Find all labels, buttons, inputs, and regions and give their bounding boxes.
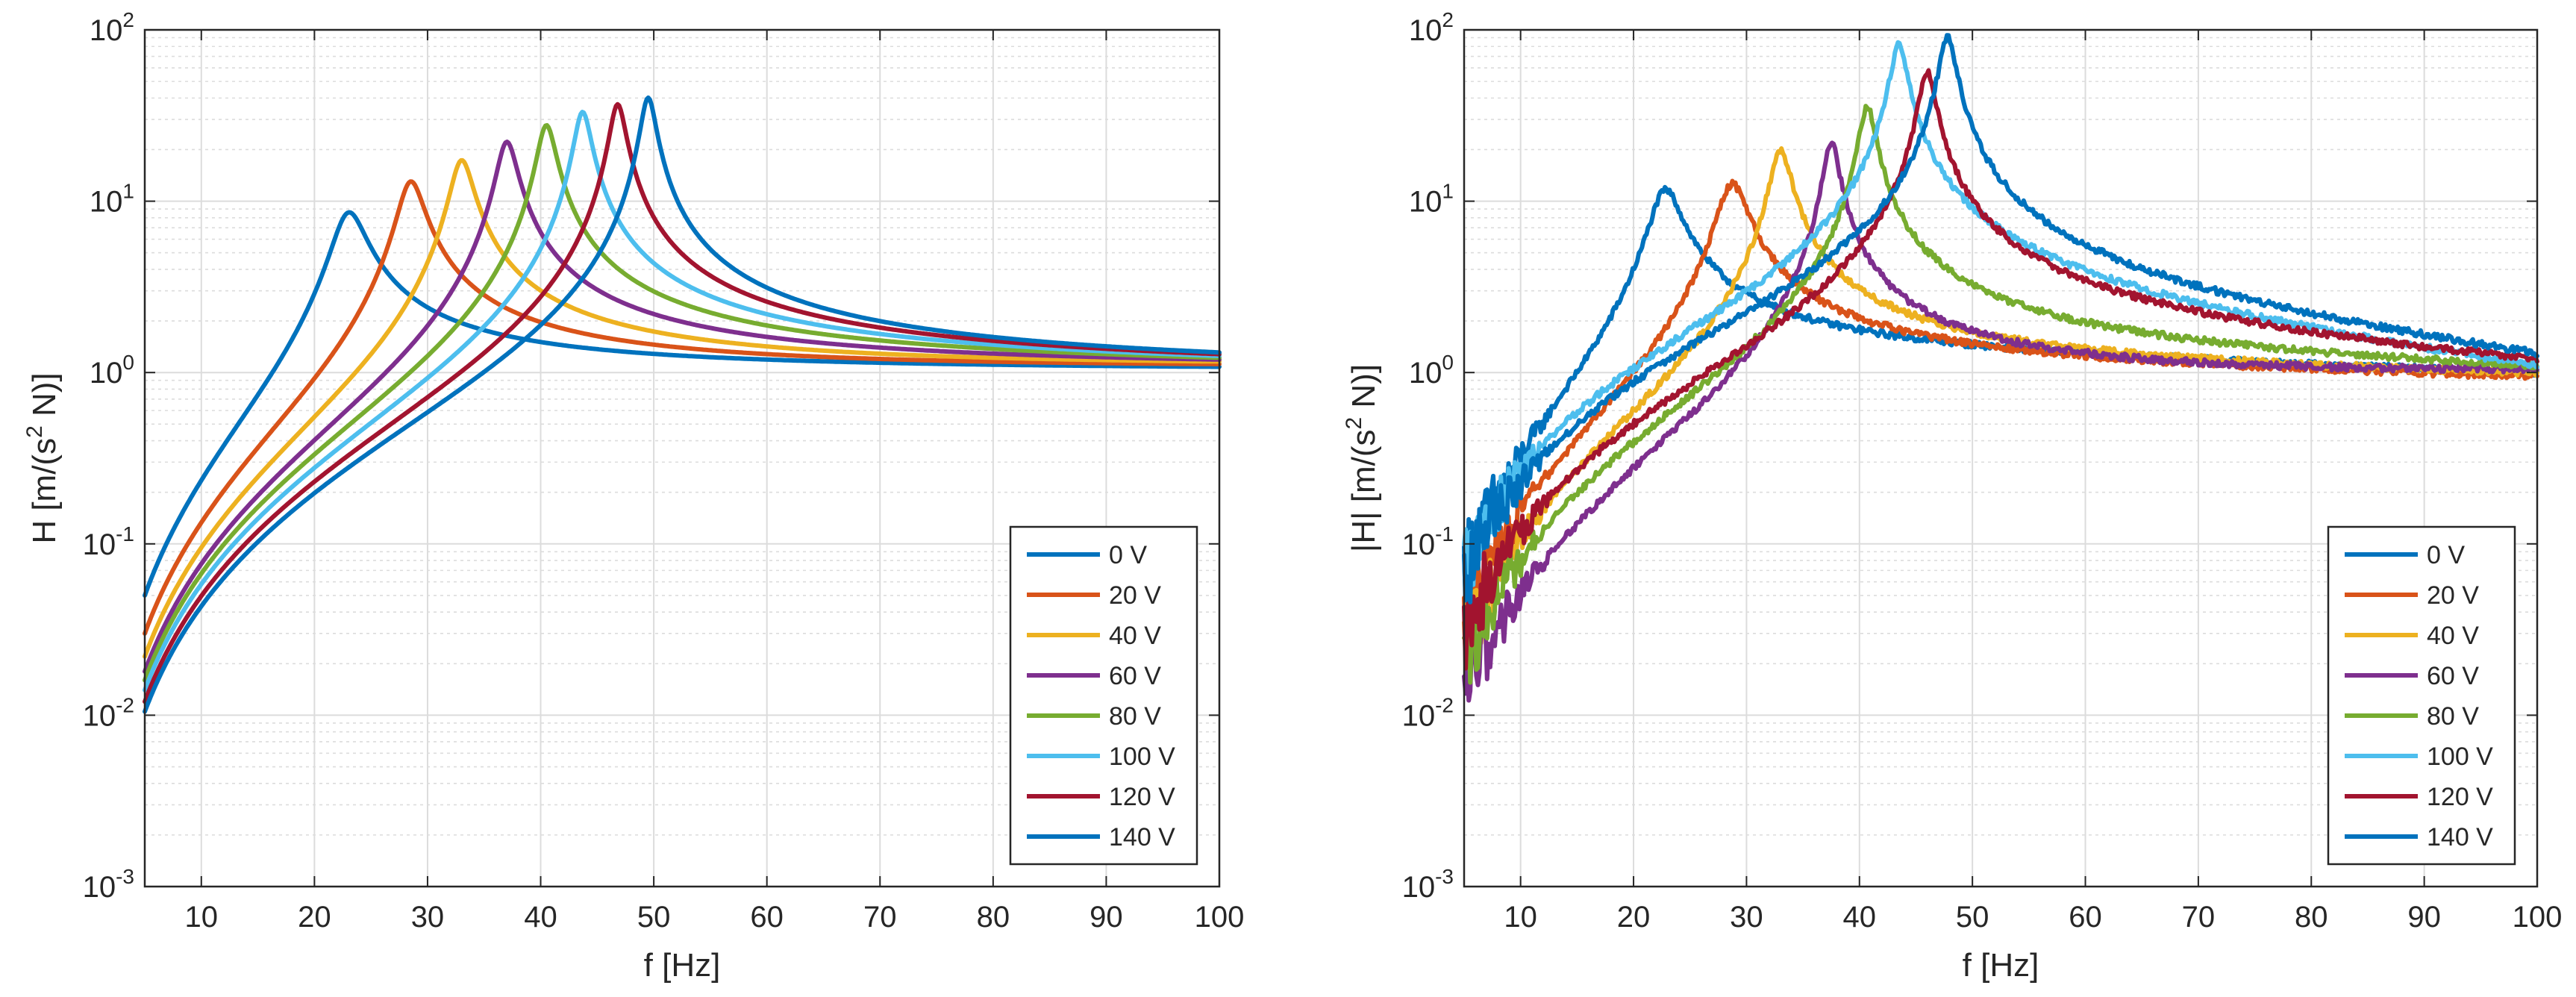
x-axis-label: f [Hz] xyxy=(1963,947,2039,984)
y-tick-label: 100 xyxy=(90,351,134,390)
legend-label: 100 V xyxy=(1109,743,1175,771)
series-line-100v xyxy=(143,110,1222,693)
x-axis-label: f [Hz] xyxy=(644,947,721,984)
series-line-60v xyxy=(143,140,1222,674)
x-tick-label: 80 xyxy=(977,901,1010,934)
right-panel: 10 20 30 40 50 60 70 80 90 100 10-3 10-2 10-1 100 101 1… xyxy=(1342,8,2562,984)
y-axis-label: H [m/(s2 N)] xyxy=(22,372,63,543)
x-tick-label: 10 xyxy=(1504,901,1537,934)
y-tick-label: 102 xyxy=(1409,8,1454,47)
series-line-120v xyxy=(143,101,1222,704)
legend-label: 80 V xyxy=(2427,702,2479,731)
left-panel: 10 20 30 40 50 60 70 80 90 100 10-3 10-2 10-1 100 101 1… xyxy=(22,8,1244,984)
legend-box xyxy=(2327,525,2516,866)
series-group xyxy=(143,95,1222,714)
legend-label: 20 V xyxy=(1109,581,1161,610)
y-tick-label: 101 xyxy=(1409,180,1454,219)
x-tick-label: 30 xyxy=(411,901,445,934)
ticks: 10 20 30 40 50 60 70 80 90 100 10-3 10-2 10-1 100 101 1… xyxy=(1402,8,2563,934)
axes-box xyxy=(143,28,1221,888)
x-tick-label: 40 xyxy=(1843,901,1877,934)
x-tick-label: 60 xyxy=(2069,901,2102,934)
series-line-60v xyxy=(1462,140,2539,703)
x-tick-label: 30 xyxy=(1730,901,1763,934)
x-tick-label: 20 xyxy=(298,901,331,934)
x-tick-label: 100 xyxy=(1195,901,1245,934)
x-tick-label: 60 xyxy=(750,901,784,934)
series-line-140v xyxy=(143,95,1222,714)
x-tick-label: 90 xyxy=(2407,901,2441,934)
legend: 0 V 20 V 40 V 60 V 80 V 100 V 120 V 140 V xyxy=(2327,525,2516,866)
legend-label: 0 V xyxy=(1109,541,1147,569)
legend-label: 60 V xyxy=(2427,662,2479,690)
legend-label: 20 V xyxy=(2427,581,2479,610)
y-tick-label: 100 xyxy=(1409,351,1454,390)
legend: 0 V 20 V 40 V 60 V 80 V 100 V 120 V 140 V xyxy=(1009,525,1198,866)
legend-label: 80 V xyxy=(1109,702,1161,731)
series-line-20v xyxy=(143,179,1222,636)
y-tick-label: 101 xyxy=(90,180,134,219)
x-tick-label: 50 xyxy=(637,901,671,934)
series-group xyxy=(1462,33,2539,703)
legend-box xyxy=(1009,525,1198,866)
x-tick-label: 100 xyxy=(2513,901,2563,934)
x-tick-label: 20 xyxy=(1617,901,1651,934)
x-tick-label: 70 xyxy=(863,901,897,934)
y-tick-label: 10-2 xyxy=(83,693,134,732)
series-line-40v xyxy=(143,157,1222,659)
series-line-140v xyxy=(1462,33,2539,604)
legend-label: 120 V xyxy=(2427,783,2493,811)
x-tick-label: 10 xyxy=(185,901,219,934)
y-tick-label: 102 xyxy=(90,8,134,47)
legend-label: 140 V xyxy=(1109,823,1175,851)
series-line-80v xyxy=(1462,104,2539,685)
ticks: 10 20 30 40 50 60 70 80 90 100 10-3 10-2 10-1 100 101 1… xyxy=(83,8,1245,934)
y-tick-label: 10-3 xyxy=(83,865,134,904)
series-line-80v xyxy=(143,122,1222,683)
y-tick-label: 10-1 xyxy=(1402,522,1454,561)
y-tick-label: 10-2 xyxy=(1402,693,1454,732)
x-tick-label: 80 xyxy=(2295,901,2328,934)
legend-label: 40 V xyxy=(2427,622,2479,650)
legend-label: 120 V xyxy=(1109,783,1175,811)
legend-label: 0 V xyxy=(2427,541,2465,569)
y-tick-label: 10-1 xyxy=(83,522,134,561)
x-tick-label: 40 xyxy=(524,901,557,934)
legend-label: 40 V xyxy=(1109,622,1161,650)
y-axis-label: |H| [m/(s2 N)] xyxy=(1342,364,1382,552)
axes-box xyxy=(1463,28,2539,888)
series-line-120v xyxy=(1462,68,2539,671)
y-tick-label: 10-3 xyxy=(1402,865,1454,904)
x-tick-label: 90 xyxy=(1090,901,1123,934)
legend-label: 140 V xyxy=(2427,823,2493,851)
legend-label: 60 V xyxy=(1109,662,1161,690)
legend-label: 100 V xyxy=(2427,743,2493,771)
x-tick-label: 50 xyxy=(1956,901,1989,934)
x-tick-label: 70 xyxy=(2182,901,2216,934)
series-line-0v xyxy=(143,210,1222,598)
